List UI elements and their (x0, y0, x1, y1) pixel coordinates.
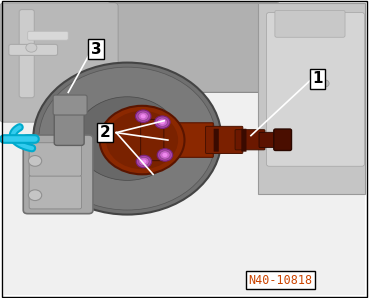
FancyBboxPatch shape (9, 44, 58, 55)
Circle shape (138, 112, 148, 120)
FancyBboxPatch shape (23, 135, 93, 214)
FancyBboxPatch shape (107, 3, 280, 92)
Circle shape (106, 111, 178, 169)
Circle shape (141, 114, 146, 118)
FancyBboxPatch shape (266, 13, 365, 166)
Circle shape (135, 110, 151, 122)
FancyBboxPatch shape (29, 143, 82, 176)
Circle shape (162, 153, 168, 157)
Circle shape (136, 155, 152, 168)
Circle shape (155, 116, 170, 128)
Circle shape (28, 190, 42, 201)
FancyBboxPatch shape (206, 126, 243, 153)
Circle shape (39, 67, 216, 210)
FancyBboxPatch shape (28, 31, 68, 40)
FancyBboxPatch shape (214, 129, 219, 152)
Circle shape (139, 157, 149, 166)
FancyBboxPatch shape (53, 95, 87, 115)
FancyBboxPatch shape (19, 10, 34, 98)
Circle shape (157, 149, 173, 161)
Circle shape (26, 43, 37, 52)
Circle shape (141, 159, 146, 164)
FancyBboxPatch shape (158, 123, 213, 157)
Text: 3: 3 (91, 42, 101, 57)
Circle shape (100, 106, 184, 174)
Circle shape (33, 63, 221, 215)
Text: N40-10818: N40-10818 (248, 274, 313, 287)
FancyBboxPatch shape (241, 129, 246, 152)
Circle shape (160, 151, 170, 159)
FancyBboxPatch shape (141, 119, 164, 161)
FancyBboxPatch shape (235, 130, 265, 150)
FancyBboxPatch shape (29, 176, 82, 209)
Circle shape (28, 156, 42, 166)
Polygon shape (258, 3, 365, 194)
Circle shape (320, 80, 329, 87)
FancyBboxPatch shape (275, 10, 345, 37)
Text: 2: 2 (100, 125, 111, 140)
FancyBboxPatch shape (274, 129, 292, 150)
Circle shape (157, 118, 168, 126)
Circle shape (160, 120, 165, 124)
FancyBboxPatch shape (54, 97, 84, 145)
Text: 1: 1 (312, 72, 323, 86)
FancyBboxPatch shape (259, 132, 280, 148)
Circle shape (76, 97, 179, 180)
FancyBboxPatch shape (0, 3, 118, 122)
